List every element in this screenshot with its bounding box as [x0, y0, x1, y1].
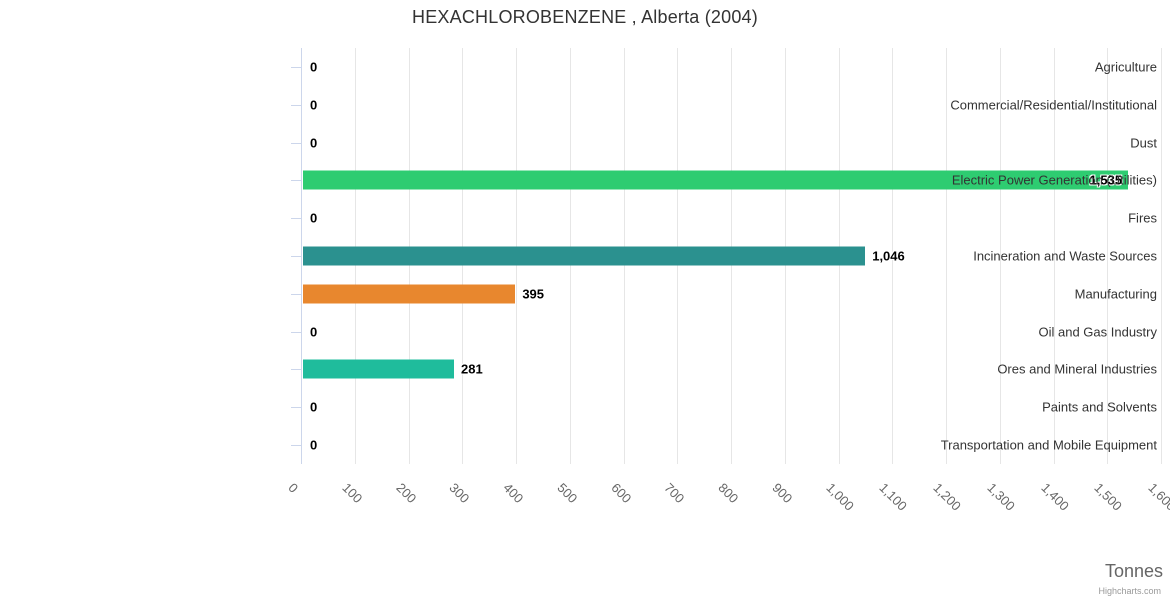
category-label: Transportation and Mobile Equipment — [940, 437, 1157, 453]
category-tick — [291, 293, 301, 295]
value-axis-tick-label: 0 — [285, 480, 302, 496]
category-tick — [291, 369, 301, 371]
value-label: 1,535 — [1089, 172, 1123, 188]
highcharts-credit[interactable]: Highcharts.com — [1098, 586, 1161, 596]
chart-title: HEXACHLOROBENZENE , Alberta (2004) — [412, 7, 758, 27]
value-axis-tick-label: 1,500 — [1091, 480, 1126, 514]
category-label: Commercial/Residential/Institutional — [950, 97, 1157, 113]
value-axis-tick-label: 900 — [769, 480, 796, 506]
bar[interactable] — [303, 284, 516, 304]
value-label: 0 — [310, 59, 318, 75]
value-axis-tick-label: 1,100 — [876, 480, 911, 514]
value-axis-tick-label: 200 — [392, 480, 419, 506]
gridline — [892, 48, 894, 464]
value-label: 0 — [310, 210, 318, 226]
value-axis-tick-label: 700 — [661, 480, 688, 506]
value-axis-title: Tonnes — [1104, 561, 1163, 581]
category-tick — [291, 407, 301, 409]
category-label: Agriculture — [1094, 59, 1157, 75]
value-axis-tick-label: 1,600 — [1145, 480, 1170, 514]
category-tick — [291, 331, 301, 333]
value-axis-tick-label: 100 — [339, 480, 366, 506]
value-axis-tick-label: 600 — [607, 480, 634, 506]
value-axis-tick-label: 500 — [554, 480, 581, 506]
category-tick — [291, 218, 301, 220]
value-label: 0 — [310, 399, 318, 415]
value-axis-labels: 0 100 200 300 400 500 600 700 800 900 1,000 1,100 1,… — [285, 474, 1170, 544]
category-label: Ores and Mineral Industries — [997, 361, 1157, 377]
value-label: 0 — [310, 437, 318, 453]
gridline — [999, 48, 1001, 464]
bar[interactable] — [303, 359, 455, 379]
value-axis-tick-label: 1,400 — [1037, 480, 1072, 514]
value-label: 1,046 — [872, 248, 905, 264]
category-tick — [291, 66, 301, 68]
category-label: Paints and Solvents — [1042, 399, 1157, 415]
gridline — [946, 48, 947, 464]
value-axis-tick-label: 1,300 — [984, 480, 1018, 514]
value-label: 395 — [522, 286, 545, 302]
category-label: Dust — [1130, 135, 1157, 151]
value-axis-tick-label: 400 — [500, 480, 527, 506]
category-label: Oil and Gas Industry — [1038, 324, 1158, 340]
category-tick — [291, 445, 301, 447]
gridline — [1161, 48, 1162, 464]
bar[interactable] — [303, 170, 1129, 190]
value-label: 0 — [310, 135, 318, 151]
gridline — [1107, 48, 1109, 464]
value-axis-tick-label: 1,000 — [822, 480, 857, 514]
category-tick — [291, 256, 301, 257]
category-label: Fires — [1128, 210, 1157, 226]
value-label: 281 — [461, 361, 483, 377]
plot-area: 0 0 0 1,535 0 1,046 395 0 281 0 0 — [301, 48, 1162, 464]
gridline — [1053, 48, 1055, 464]
value-axis-tick-label: 800 — [715, 480, 742, 506]
value-label: 0 — [310, 97, 318, 113]
category-label: Electric Power Generation (Utilities) — [951, 172, 1157, 188]
category-tick — [291, 180, 301, 182]
value-axis-tick-label: 300 — [446, 480, 473, 506]
category-label: Manufacturing — [1074, 286, 1157, 302]
value-axis-tick-label: 1,200 — [930, 480, 965, 514]
category-label: Incineration and Waste Sources — [973, 248, 1157, 264]
bar[interactable] — [303, 246, 866, 266]
category-tick — [291, 142, 301, 144]
category-tick — [291, 104, 301, 106]
value-label: 0 — [310, 324, 318, 340]
